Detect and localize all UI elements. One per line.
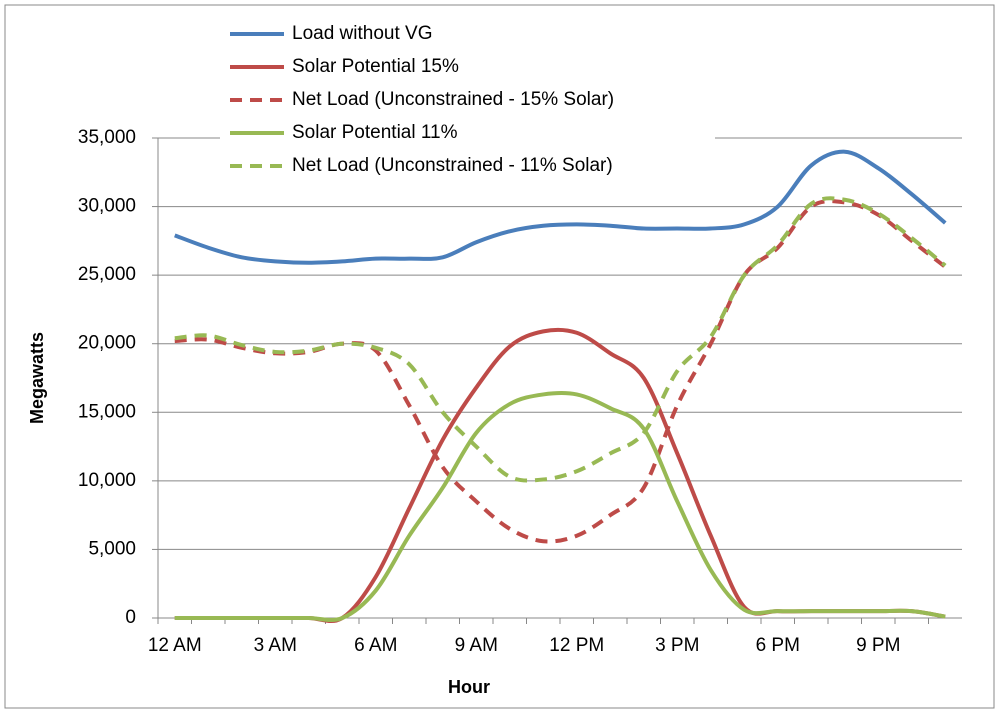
y-tick-label: 30,000 [78, 196, 136, 217]
x-tick-label: 3 AM [254, 635, 297, 656]
series-line [174, 149, 947, 265]
legend-label: Net Load (Unconstrained - 15% Solar) [292, 89, 614, 110]
y-tick-label: 10,000 [78, 470, 136, 491]
x-tick-label: 9 AM [455, 635, 498, 656]
x-tick-label: 12 AM [148, 635, 202, 656]
plot-area: 0 5,000 10,000 15,000 20,000 25,000 30,000 35,0… [78, 127, 962, 656]
y-tick-label: 25,000 [78, 264, 136, 285]
series-line [174, 196, 947, 483]
y-tick-label: 5,000 [88, 538, 136, 559]
x-axis-title: Hour [448, 677, 490, 697]
x-tick-label: 6 PM [756, 635, 800, 656]
x-tick-label: 3 PM [655, 635, 699, 656]
legend-label: Net Load (Unconstrained - 11% Solar) [292, 155, 613, 176]
legend-label: Solar Potential 11% [292, 122, 458, 143]
legend: Load without VG Solar Potential 15% Net Lo… [220, 16, 715, 184]
series-line [174, 390, 946, 623]
y-tick-label: 0 [125, 607, 136, 628]
legend-label: Solar Potential 15% [292, 56, 459, 77]
y-tick-label: 35,000 [78, 127, 136, 148]
y-tick-label: 15,000 [78, 401, 136, 422]
legend-box [220, 16, 715, 184]
legend-label: Load without VG [292, 23, 432, 44]
x-tick-label: 9 PM [856, 635, 900, 656]
series-line [174, 199, 947, 544]
y-tick-label: 20,000 [78, 333, 136, 354]
x-tick-label: 6 AM [354, 635, 397, 656]
y-axis-title: Megawatts [27, 332, 47, 424]
x-tick-label: 12 PM [549, 635, 604, 656]
